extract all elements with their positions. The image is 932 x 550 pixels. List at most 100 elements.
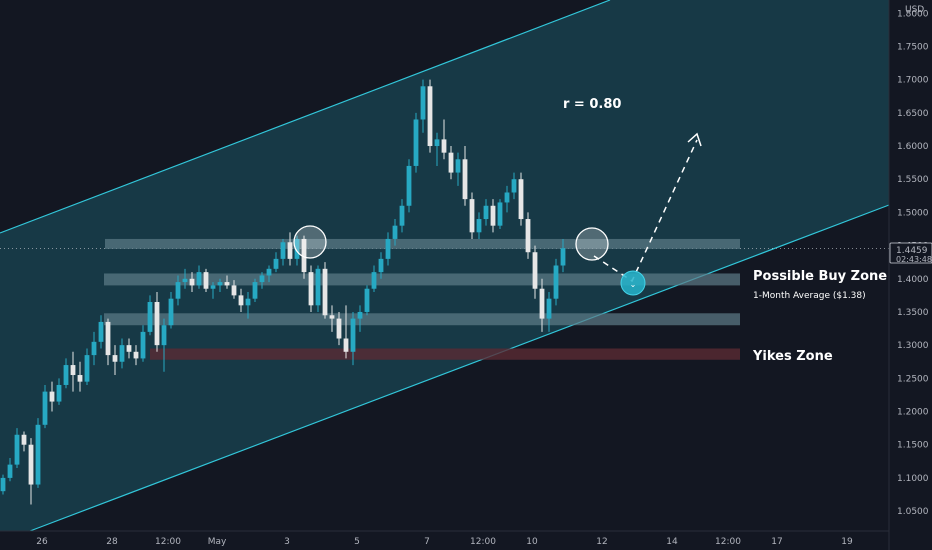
- buy-zone-sublabel: 1-Month Average ($1.38): [753, 291, 866, 301]
- candle-body: [294, 238, 300, 259]
- buy-zone-label: Possible Buy Zone: [753, 269, 887, 284]
- candle-body: [469, 199, 475, 233]
- candle-body: [434, 139, 440, 147]
- candle-body: [42, 391, 48, 425]
- price-tick-label: 1.0500: [897, 507, 929, 517]
- price-tick-label: 1.1500: [897, 441, 929, 451]
- candle-body: [322, 268, 328, 316]
- time-tick-label: 12:00: [715, 537, 741, 547]
- candle-body: [91, 341, 97, 356]
- price-tick-label: 1.5500: [897, 175, 929, 185]
- last-price-value: 1.4459: [896, 246, 928, 256]
- candle-body: [252, 282, 258, 299]
- candle-body: [427, 86, 433, 147]
- candle-body: [7, 464, 13, 478]
- time-ticks: 26 28 12:00 May 3 5 7 12:00 10 12 14 12:00 17 19: [36, 537, 853, 547]
- candle-body: [455, 159, 461, 173]
- candle-body: [462, 159, 468, 200]
- price-tick-label: 1.6500: [897, 109, 929, 119]
- candle-body: [231, 285, 237, 296]
- channel-lower-line: [29, 204, 890, 532]
- candle-body: [497, 202, 503, 226]
- channel-fill: [0, 0, 889, 531]
- time-tick-label: 12: [596, 537, 607, 547]
- projection-arrowhead: [687, 132, 702, 147]
- candle-body: [385, 238, 391, 259]
- entry-point-glyph: ⌄: [630, 280, 637, 289]
- candle-body: [490, 205, 496, 226]
- candle-body: [525, 219, 531, 253]
- candle-body: [259, 275, 265, 283]
- candle-body: [357, 311, 363, 319]
- candle-body: [371, 272, 377, 289]
- price-tick-label: 1.2000: [897, 408, 929, 418]
- candle-body: [336, 318, 342, 339]
- zone-band: [104, 313, 740, 326]
- time-tick-label: 28: [106, 537, 118, 547]
- candle-body: [399, 205, 405, 226]
- candle-body: [21, 434, 27, 445]
- candle-body: [315, 268, 321, 306]
- time-tick-label: 12:00: [155, 537, 181, 547]
- candle-body: [63, 365, 69, 385]
- candle-body: [364, 288, 370, 312]
- candle-body: [217, 282, 223, 286]
- yikes-zone-label: Yikes Zone: [752, 349, 833, 364]
- price-tick-label: 1.7500: [897, 42, 929, 52]
- candle-body: [329, 315, 335, 319]
- candle-body: [553, 265, 559, 299]
- last-price-tag: [889, 242, 932, 264]
- time-tick-label: 26: [36, 537, 48, 547]
- candle-body: [147, 302, 153, 332]
- candle-body: [560, 248, 566, 266]
- candle-body: [532, 252, 538, 289]
- candle-body: [518, 179, 524, 220]
- candle-body: [133, 351, 139, 359]
- time-tick-label: May: [208, 537, 227, 547]
- candle-body: [546, 298, 552, 319]
- candle-body: [140, 331, 146, 359]
- candle-body: [182, 278, 188, 283]
- candles-layer: [0, 79, 609, 505]
- projection-layer: ⌄: [593, 132, 702, 296]
- price-tick-label: 1.8000: [897, 9, 929, 19]
- candle-body: [511, 179, 517, 193]
- annotations-layer: r = 0.80 Possible Buy Zone 1-Month Avera…: [563, 97, 887, 364]
- candle-body: [0, 477, 6, 492]
- candle-body: [35, 424, 41, 485]
- time-tick-label: 12:00: [470, 537, 496, 547]
- candle-body: [105, 321, 111, 356]
- candle-body: [413, 119, 419, 166]
- price-axis[interactable]: USD 1.0500 1.1000 1.1500 1.2000 1.2500 1.3000…: [888, 0, 932, 550]
- zone-band: [150, 348, 740, 360]
- candle-body: [119, 345, 125, 362]
- candle-body: [441, 139, 447, 153]
- channel-upper-line: [0, 0, 611, 234]
- candle-body: [49, 391, 55, 402]
- candle-body: [483, 205, 489, 220]
- candle-body: [56, 384, 62, 402]
- touch-highlight-circle: [293, 225, 327, 259]
- zones-layer: [104, 238, 740, 360]
- candle-body: [168, 298, 174, 326]
- candle-body: [112, 355, 118, 362]
- currency-label: USD: [905, 5, 924, 15]
- candle-body: [273, 258, 279, 269]
- candle-body: [126, 345, 132, 352]
- candle-body: [210, 285, 216, 289]
- candle-body: [77, 375, 83, 382]
- candle-body: [420, 86, 426, 120]
- candle-body: [308, 272, 314, 306]
- time-tick-label: 5: [354, 537, 360, 547]
- candle-body: [28, 444, 34, 485]
- time-axis[interactable]: 26 28 12:00 May 3 5 7 12:00 10 12 14 12:00 17 19: [0, 530, 889, 547]
- zone-band: [104, 273, 740, 286]
- candle-body: [154, 302, 160, 346]
- candle-body: [175, 282, 181, 299]
- price-tick-label: 1.3000: [897, 341, 929, 351]
- candle-body: [203, 272, 209, 289]
- candle-body: [350, 318, 356, 352]
- candle-body: [406, 165, 412, 206]
- candle-body: [266, 268, 272, 276]
